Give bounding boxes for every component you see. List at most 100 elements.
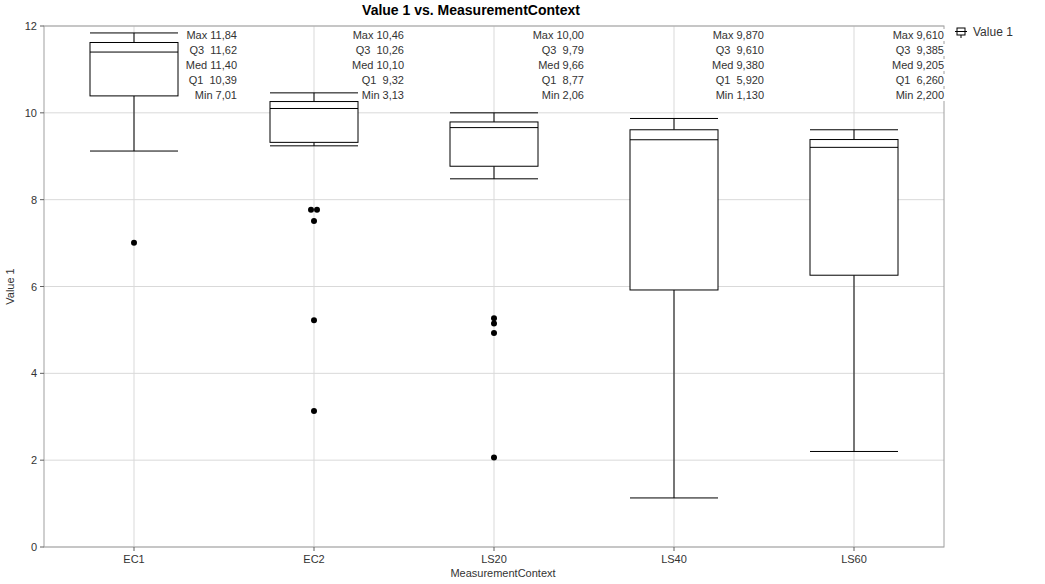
grid-line-x — [134, 26, 135, 547]
y-tick — [40, 199, 44, 200]
stat-label: Max 9,610 — [893, 29, 944, 41]
whisker-lower — [494, 166, 495, 179]
whisker-upper — [674, 118, 675, 129]
x-tick-label: EC1 — [123, 553, 144, 565]
whisker-upper — [314, 93, 315, 102]
stat-label: Q1 9,32 — [362, 74, 404, 86]
y-axis-label: Value 1 — [4, 268, 16, 305]
y-tick — [40, 373, 44, 374]
y-tick-label: 8 — [31, 194, 37, 206]
outlier — [311, 218, 317, 224]
outlier — [491, 455, 497, 461]
whisker-upper — [134, 33, 135, 43]
outlier — [131, 240, 137, 246]
stat-label: Med 9,380 — [712, 59, 764, 71]
y-tick-label: 6 — [31, 281, 37, 293]
y-tick — [40, 460, 44, 461]
stat-label-bg — [711, 59, 765, 71]
stat-label: Min 2,200 — [896, 89, 944, 101]
median — [630, 139, 718, 140]
cap-lower — [90, 151, 178, 152]
stat-label-bg — [189, 44, 239, 56]
y-tick — [40, 547, 44, 548]
stat-label: Q1 5,920 — [716, 74, 764, 86]
box — [270, 102, 358, 143]
stat-label: Med 10,10 — [352, 59, 404, 71]
whisker-lower — [674, 290, 675, 498]
median — [90, 52, 178, 53]
stat-label: Max 11,84 — [186, 29, 237, 41]
stat-label: Q3 11,62 — [190, 44, 238, 56]
cap-upper — [270, 92, 358, 93]
stat-label-bg — [532, 29, 585, 41]
cap-upper — [630, 118, 718, 119]
stat-label: Med 9,66 — [538, 59, 584, 71]
stat-label-bg — [712, 29, 765, 41]
y-tick — [40, 286, 44, 287]
grid-line — [44, 112, 944, 113]
stat-label: Max 10,00 — [533, 29, 584, 41]
stat-label-bg — [361, 74, 405, 86]
stat-label-bg — [185, 29, 238, 41]
whisker-lower — [314, 142, 315, 145]
stat-label-bg — [541, 44, 585, 56]
stat-label-bg — [891, 59, 945, 71]
y-tick-label: 12 — [25, 20, 37, 32]
x-tick — [494, 547, 495, 551]
grid-line-x — [854, 26, 855, 547]
outlier — [308, 207, 314, 213]
stat-label-bg — [537, 59, 585, 71]
x-axis-label: MeasurementContext — [450, 567, 555, 579]
stat-label-bg — [541, 74, 585, 86]
plot-frame — [44, 26, 944, 547]
cap-upper — [90, 32, 178, 33]
grid-line-x — [494, 26, 495, 547]
cap-lower — [630, 497, 718, 498]
whisker-upper — [854, 130, 855, 140]
x-tick-label: LS20 — [481, 553, 507, 565]
stat-label-bg — [352, 29, 405, 41]
cap-upper — [450, 112, 538, 113]
stat-label: Min 1,130 — [716, 89, 764, 101]
median — [450, 127, 538, 128]
x-tick — [134, 547, 135, 551]
stat-label: Max 9,870 — [713, 29, 764, 41]
whisker-lower — [134, 96, 135, 151]
median — [810, 147, 898, 148]
outlier — [491, 315, 497, 321]
stat-label-bg — [892, 29, 945, 41]
stat-label: Min 3,13 — [362, 89, 404, 101]
outlier — [314, 207, 320, 213]
outlier — [311, 408, 317, 414]
whisker-upper — [494, 113, 495, 122]
y-tick-label: 4 — [31, 367, 37, 379]
stat-label: Min 7,01 — [195, 89, 237, 101]
y-tick-label: 0 — [31, 541, 37, 553]
title: Value 1 vs. MeasurementContext — [362, 2, 580, 18]
stat-label-bg — [351, 59, 405, 71]
box — [630, 130, 718, 290]
x-tick-label: LS60 — [841, 553, 867, 565]
stat-label: Q1 8,77 — [542, 74, 584, 86]
stat-label-bg — [715, 74, 765, 86]
stat-label-bg — [895, 89, 945, 101]
x-tick — [314, 547, 315, 551]
y-tick — [40, 112, 44, 113]
outlier — [311, 317, 317, 323]
chart: 024681012EC1EC2LS20LS40LS60Value 1 vs. M… — [0, 0, 1045, 584]
box — [810, 140, 898, 276]
cap-lower — [270, 145, 358, 146]
outlier — [491, 320, 497, 326]
cap-lower — [450, 178, 538, 179]
stat-label: Med 9,205 — [892, 59, 944, 71]
cap-upper — [810, 129, 898, 130]
stat-label: Q1 6,260 — [896, 74, 944, 86]
median — [270, 108, 358, 109]
box — [450, 122, 538, 166]
legend-icon-whisker — [961, 35, 962, 38]
y-tick-label: 2 — [31, 454, 37, 466]
stat-label: Q3 9,610 — [716, 44, 764, 56]
stat-label-bg — [361, 89, 405, 101]
box — [90, 42, 178, 95]
box-series — [90, 33, 898, 498]
